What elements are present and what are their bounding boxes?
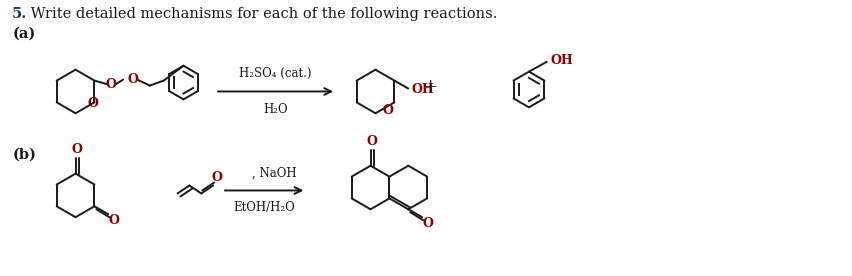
Text: OH: OH: [550, 54, 573, 67]
Text: EtOH/H₂O: EtOH/H₂O: [233, 201, 295, 214]
Text: O: O: [87, 97, 98, 110]
Text: Write detailed mechanisms for each of the following reactions.: Write detailed mechanisms for each of th…: [26, 7, 498, 21]
Text: O: O: [366, 136, 377, 148]
Text: OH: OH: [412, 83, 434, 96]
Text: 5.: 5.: [12, 7, 27, 21]
Text: H₂SO₄ (cat.): H₂SO₄ (cat.): [239, 67, 312, 79]
Text: O: O: [423, 217, 434, 230]
Text: O: O: [106, 78, 117, 91]
Text: O: O: [109, 214, 119, 227]
Text: H₂O: H₂O: [263, 103, 288, 116]
Text: O: O: [71, 143, 82, 156]
Text: O: O: [211, 171, 222, 184]
Text: (a): (a): [12, 27, 36, 41]
Text: (b): (b): [12, 148, 36, 162]
Text: +: +: [423, 78, 437, 95]
Text: O: O: [383, 104, 394, 117]
Text: , NaOH: , NaOH: [251, 167, 296, 180]
Text: O: O: [128, 73, 139, 86]
